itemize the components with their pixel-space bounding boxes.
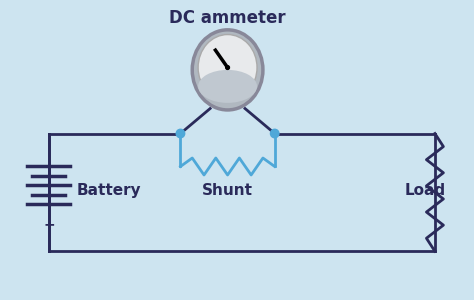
Circle shape — [271, 129, 279, 138]
Ellipse shape — [198, 34, 257, 101]
Text: +: + — [44, 218, 55, 233]
Text: Load: Load — [404, 183, 446, 198]
Text: DC ammeter: DC ammeter — [169, 9, 286, 27]
Text: Battery: Battery — [77, 183, 141, 198]
Ellipse shape — [192, 30, 263, 110]
Circle shape — [176, 129, 185, 138]
Circle shape — [226, 66, 229, 69]
Ellipse shape — [198, 70, 257, 103]
Text: Shunt: Shunt — [202, 183, 253, 198]
